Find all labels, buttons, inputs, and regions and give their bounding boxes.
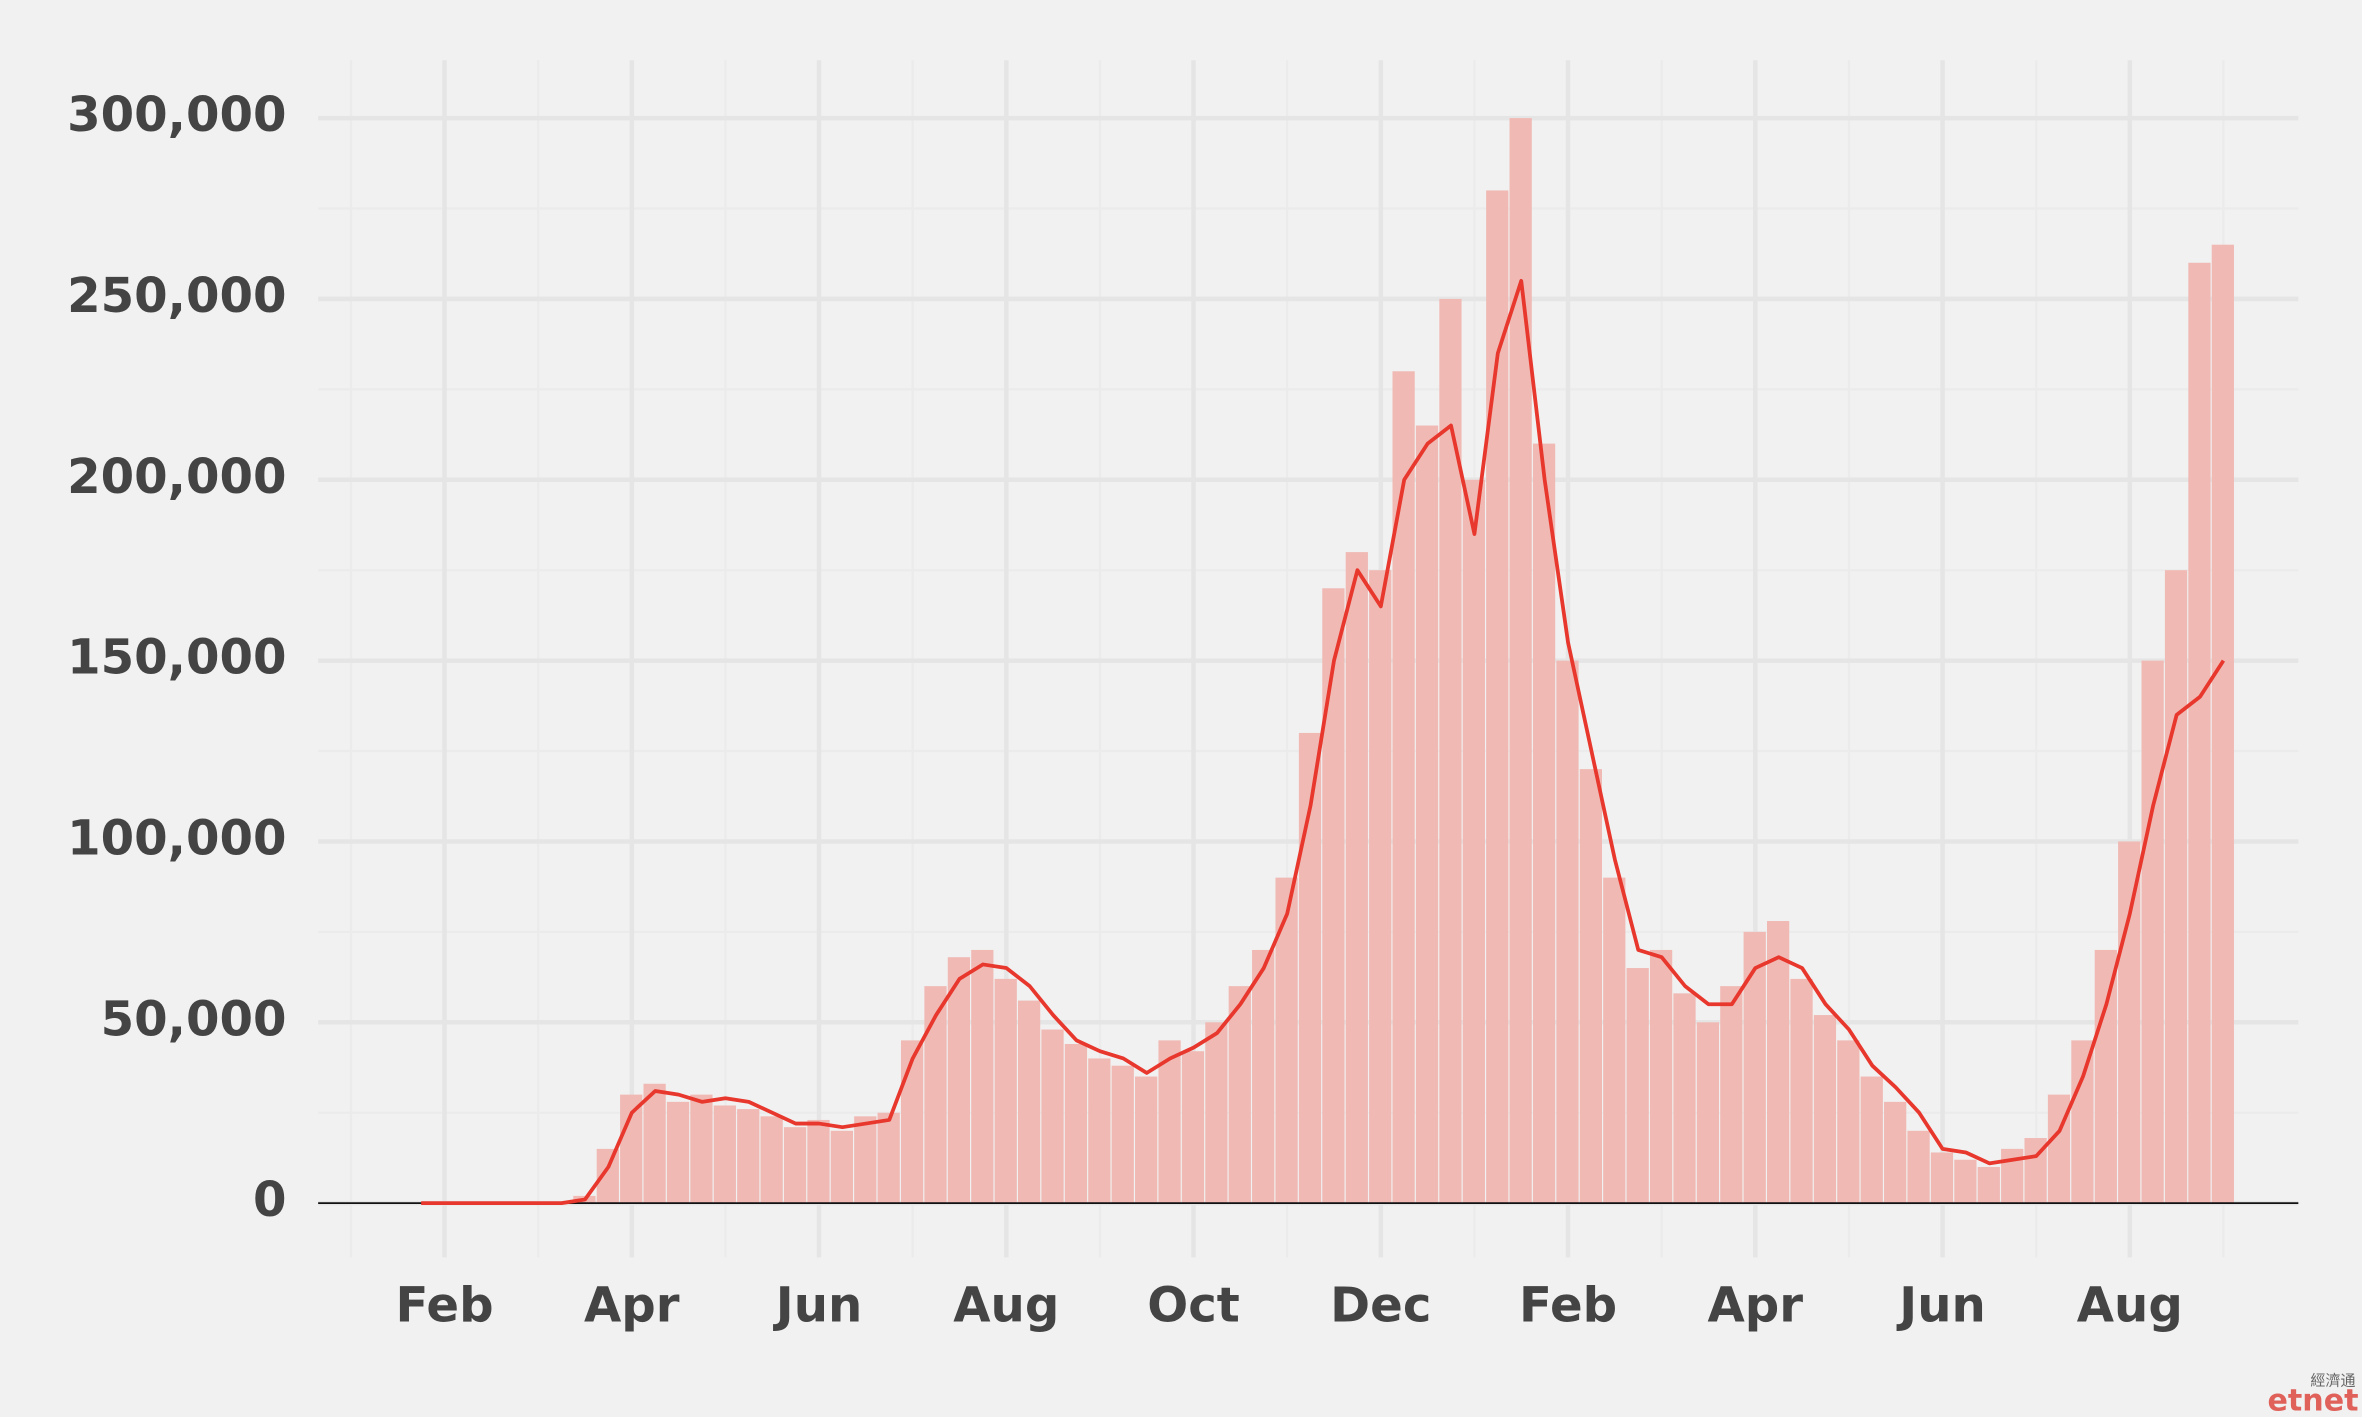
x-tick-label: Aug <box>2077 1278 2183 1334</box>
bar <box>2118 841 2141 1204</box>
bar <box>1509 118 1532 1204</box>
bar <box>924 986 947 1204</box>
bar <box>1579 769 1602 1204</box>
bar <box>760 1116 783 1204</box>
bar <box>1088 1058 1111 1204</box>
bar <box>1532 443 1556 1204</box>
x-tick-label: Aug <box>953 1278 1059 1334</box>
bar <box>971 949 994 1204</box>
bar <box>1322 588 1345 1204</box>
bar <box>1907 1130 1930 1204</box>
bar <box>1111 1065 1134 1204</box>
y-tick-label: 0 <box>253 1172 287 1228</box>
y-tick-label: 100,000 <box>67 810 286 866</box>
bar <box>1649 949 1673 1204</box>
bar <box>620 1094 643 1204</box>
bar <box>1252 949 1275 1204</box>
bar <box>1696 1022 1720 1204</box>
bar <box>2164 570 2188 1204</box>
bar <box>994 978 1017 1204</box>
bar <box>1884 1101 1907 1204</box>
bar <box>1767 921 1790 1204</box>
x-tick-label: Jun <box>1896 1278 1986 1334</box>
bar <box>737 1109 760 1204</box>
bar <box>1603 877 1626 1204</box>
bar <box>1018 1000 1041 1204</box>
bar <box>690 1094 713 1204</box>
bar <box>596 1148 619 1204</box>
y-tick-label: 300,000 <box>67 87 286 143</box>
bar <box>1439 298 1462 1204</box>
bar <box>1720 986 1743 1204</box>
bar <box>1181 1051 1205 1204</box>
bar <box>2024 1138 2047 1204</box>
x-tick-label: Dec <box>1330 1278 1431 1334</box>
bar <box>1673 993 1696 1204</box>
bar <box>2071 1040 2094 1204</box>
bar <box>713 1105 736 1204</box>
bar <box>1369 570 1392 1204</box>
bar <box>643 1083 666 1204</box>
line <box>421 278 2226 1206</box>
x-tick-label: Feb <box>1519 1278 1617 1334</box>
bar <box>1813 1015 1837 1204</box>
bar <box>1626 968 1649 1204</box>
bar <box>1743 931 1766 1204</box>
bar <box>1158 1040 1181 1204</box>
bar <box>900 1040 924 1204</box>
bar <box>1345 552 1368 1204</box>
bar <box>2094 949 2117 1204</box>
bar <box>1064 1043 1088 1204</box>
x-tick-label: Feb <box>395 1278 493 1334</box>
bar <box>666 1101 690 1204</box>
bar <box>1954 1159 1977 1204</box>
y-tick-label: 200,000 <box>67 449 286 505</box>
bar <box>2188 262 2211 1204</box>
bar <box>1462 479 1485 1204</box>
bar <box>1977 1166 2000 1204</box>
bar <box>1415 425 1439 1204</box>
bar <box>1392 371 1415 1204</box>
bar <box>1860 1076 1883 1204</box>
bar <box>1135 1076 1158 1204</box>
watermark-top: 經濟通 <box>2310 1371 2355 1389</box>
bar <box>783 1127 807 1204</box>
bar <box>2141 660 2164 1204</box>
x-tick-label: Apr <box>1708 1278 1804 1334</box>
bar <box>1205 1022 1228 1204</box>
bar <box>854 1116 877 1204</box>
watermark: etnet <box>2267 1383 2358 1417</box>
bar <box>1930 1152 1954 1204</box>
y-tick-label: 50,000 <box>101 991 287 1047</box>
bar <box>2211 244 2234 1204</box>
y-tick-label: 250,000 <box>67 268 286 324</box>
x-tick-label: Apr <box>584 1278 680 1334</box>
x-tick-label: Jun <box>773 1278 863 1334</box>
bar <box>830 1130 853 1204</box>
bar <box>1041 1029 1064 1204</box>
bar <box>807 1119 830 1204</box>
bar <box>1790 978 1813 1204</box>
bar <box>1298 732 1322 1204</box>
bar <box>1275 877 1298 1204</box>
bar <box>947 957 971 1204</box>
y-tick-label: 150,000 <box>67 630 286 686</box>
bar <box>877 1112 900 1204</box>
x-tick-label: Oct <box>1147 1278 1240 1334</box>
bar <box>1556 660 1579 1204</box>
bar <box>1228 986 1251 1204</box>
bar <box>1837 1040 1860 1204</box>
bar <box>1486 190 1509 1204</box>
